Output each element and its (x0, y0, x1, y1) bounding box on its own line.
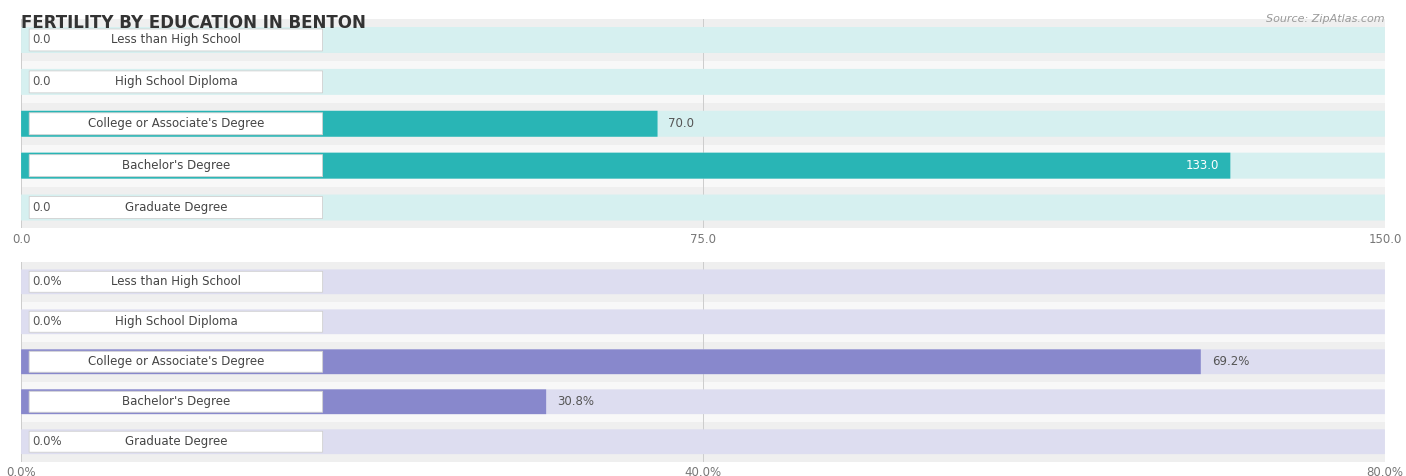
FancyBboxPatch shape (21, 349, 1385, 374)
FancyBboxPatch shape (30, 351, 322, 372)
Text: High School Diploma: High School Diploma (114, 75, 238, 89)
FancyBboxPatch shape (21, 309, 1385, 334)
Text: 70.0: 70.0 (668, 117, 695, 130)
Text: 0.0: 0.0 (32, 33, 51, 47)
Text: Source: ZipAtlas.com: Source: ZipAtlas.com (1267, 14, 1385, 24)
FancyBboxPatch shape (30, 311, 322, 332)
Text: Graduate Degree: Graduate Degree (125, 201, 228, 214)
Text: Bachelor's Degree: Bachelor's Degree (122, 159, 231, 172)
Bar (21, 422, 1385, 462)
Text: 0.0%: 0.0% (32, 275, 62, 288)
FancyBboxPatch shape (21, 111, 1385, 137)
Text: 133.0: 133.0 (1187, 159, 1219, 172)
FancyBboxPatch shape (30, 113, 322, 135)
FancyBboxPatch shape (30, 71, 322, 93)
FancyBboxPatch shape (21, 269, 1385, 294)
Text: Graduate Degree: Graduate Degree (125, 435, 228, 448)
Text: 0.0%: 0.0% (32, 435, 62, 448)
FancyBboxPatch shape (21, 195, 1385, 220)
Bar (21, 302, 1385, 342)
Text: 30.8%: 30.8% (557, 395, 595, 408)
Text: 0.0: 0.0 (32, 75, 51, 89)
Bar (21, 19, 1385, 61)
Text: College or Associate's Degree: College or Associate's Degree (87, 355, 264, 368)
Text: Less than High School: Less than High School (111, 275, 240, 288)
FancyBboxPatch shape (30, 271, 322, 292)
FancyBboxPatch shape (30, 431, 322, 452)
Bar (21, 382, 1385, 422)
Bar (21, 145, 1385, 187)
Text: College or Associate's Degree: College or Associate's Degree (87, 117, 264, 130)
FancyBboxPatch shape (21, 389, 546, 414)
FancyBboxPatch shape (30, 155, 322, 177)
Text: FERTILITY BY EDUCATION IN BENTON: FERTILITY BY EDUCATION IN BENTON (21, 14, 366, 32)
FancyBboxPatch shape (30, 391, 322, 412)
Text: Less than High School: Less than High School (111, 33, 240, 47)
Bar (21, 187, 1385, 228)
FancyBboxPatch shape (30, 29, 322, 51)
FancyBboxPatch shape (21, 153, 1385, 178)
FancyBboxPatch shape (21, 389, 1385, 414)
Bar (21, 61, 1385, 103)
Bar (21, 342, 1385, 382)
Text: 69.2%: 69.2% (1212, 355, 1249, 368)
Text: Bachelor's Degree: Bachelor's Degree (122, 395, 231, 408)
Bar (21, 103, 1385, 145)
FancyBboxPatch shape (21, 153, 1230, 178)
FancyBboxPatch shape (30, 197, 322, 218)
Bar (21, 262, 1385, 302)
Text: 0.0%: 0.0% (32, 315, 62, 328)
FancyBboxPatch shape (21, 69, 1385, 95)
Text: 0.0: 0.0 (32, 201, 51, 214)
FancyBboxPatch shape (21, 111, 658, 137)
FancyBboxPatch shape (21, 429, 1385, 454)
FancyBboxPatch shape (21, 27, 1385, 53)
Text: High School Diploma: High School Diploma (114, 315, 238, 328)
FancyBboxPatch shape (21, 349, 1201, 374)
